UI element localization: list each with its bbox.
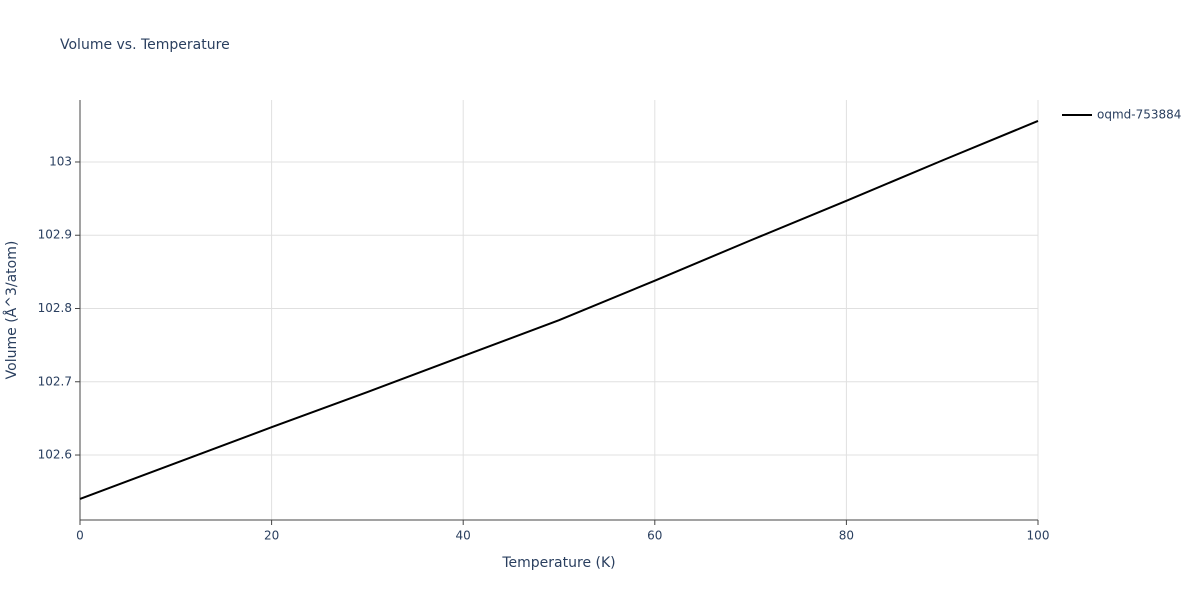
x-tick-label: 40: [456, 529, 471, 543]
x-axis-title: Temperature (K): [501, 555, 615, 571]
y-tick-label: 103: [49, 154, 72, 168]
x-tick-label: 60: [647, 529, 662, 543]
y-tick-label: 102.6: [38, 448, 72, 462]
legend-label: oqmd-753884: [1097, 108, 1181, 122]
y-tick-label: 102.8: [38, 301, 72, 315]
x-tick-label: 0: [76, 529, 84, 543]
y-tick-label: 102.7: [38, 374, 72, 388]
x-tick-label: 80: [839, 529, 854, 543]
data-line: [79, 120, 1039, 500]
y-axis-title: Volume (Å^3/atom): [3, 241, 20, 380]
chart-title: Volume vs. Temperature: [60, 37, 230, 53]
x-tick-label: 20: [264, 529, 279, 543]
x-tick-label: 100: [1027, 529, 1050, 543]
y-tick-label: 102.9: [38, 228, 72, 242]
